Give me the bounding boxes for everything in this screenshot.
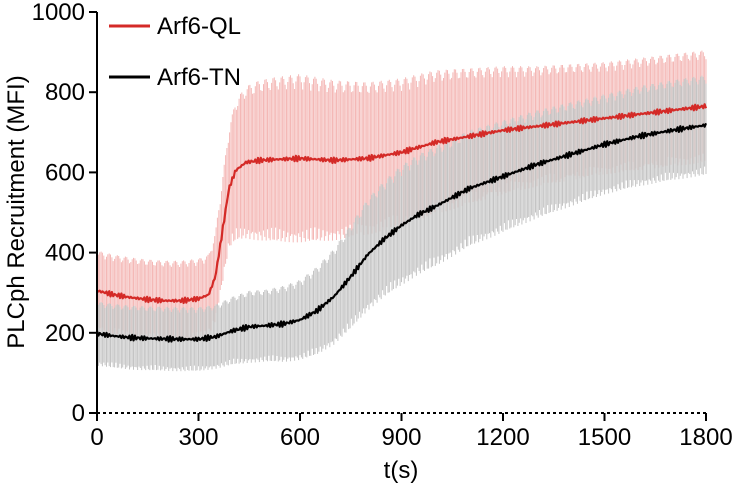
- y-tick-label: 0: [72, 400, 85, 427]
- x-tick-label: 1800: [679, 424, 732, 451]
- x-tick-label: 1500: [578, 424, 631, 451]
- y-axis-title: PLCph Recruitment (MFI): [3, 75, 30, 348]
- legend-label-arf6-tn: Arf6-TN: [157, 64, 241, 91]
- x-tick-label: 300: [178, 424, 218, 451]
- error-bars-1: [96, 75, 707, 372]
- y-tick-label: 600: [45, 159, 85, 186]
- legend: Arf6-QL Arf6-TN: [109, 13, 241, 91]
- y-tick-label: 400: [45, 240, 85, 267]
- x-tick-label: 1200: [476, 424, 529, 451]
- y-tick-label: 1000: [32, 0, 85, 26]
- x-tick-label: 600: [280, 424, 320, 451]
- y-tick-label: 800: [45, 79, 85, 106]
- ticks-layer: 0 300 600 900 1200 1500 1800 0 200 400 600 800 1000: [32, 0, 733, 451]
- x-tick-label: 0: [90, 424, 103, 451]
- y-tick-label: 200: [45, 320, 85, 347]
- error-bars-layer: [96, 50, 707, 372]
- x-tick-label: 900: [381, 424, 421, 451]
- series-line-arf6-tn: [95, 122, 708, 343]
- x-axis-title: t(s): [384, 457, 419, 484]
- series-line-arf6-ql: [96, 103, 708, 305]
- legend-label-arf6-ql: Arf6-QL: [157, 13, 241, 40]
- series-lines-layer: [95, 103, 708, 343]
- axes-layer: [96, 12, 706, 414]
